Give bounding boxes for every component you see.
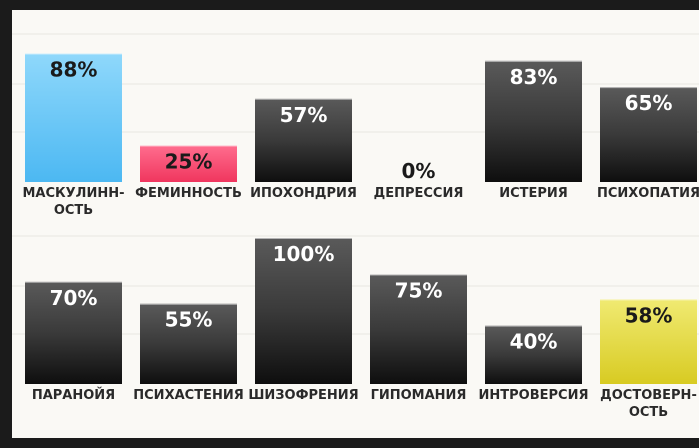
bar-2-5 xyxy=(485,325,582,384)
category-label-1-6: ПСИХОПАТИЯ xyxy=(597,186,699,201)
bar-2-1 xyxy=(25,281,122,384)
value-label-2-4: 75% xyxy=(395,279,443,303)
value-label-1-4: 0% xyxy=(402,159,436,183)
category-label-2-6: ДОСТОВЕРН- xyxy=(600,388,697,403)
bar-1-1 xyxy=(25,53,122,182)
value-label-2-5: 40% xyxy=(510,330,558,354)
category-label-2-3: ШИЗОФРЕНИЯ xyxy=(248,388,358,403)
value-label-1-2: 25% xyxy=(165,150,213,174)
value-label-1-6: 65% xyxy=(625,91,673,115)
bar-1-6 xyxy=(600,87,697,182)
bar-2-4 xyxy=(370,274,467,384)
value-label-1-5: 83% xyxy=(510,65,558,89)
chart-row-1: 88% МАСКУЛИНН- ОСТЬ 25% ФЕМИННОСТЬ 57% ИПОХОНД… xyxy=(12,33,699,218)
category-label-1-5: ИСТЕРИЯ xyxy=(499,186,568,201)
category-label-1-4: ДЕПРЕССИЯ xyxy=(374,186,464,201)
category-label-2-6: ОСТЬ xyxy=(629,405,668,420)
bar-1-3 xyxy=(255,98,352,182)
value-label-1-3: 57% xyxy=(280,103,328,127)
category-label-2-2: ПСИХАСТЕНИЯ xyxy=(133,388,243,403)
category-label-1-1: ОСТЬ xyxy=(54,203,93,218)
chart-row-2: 70% ПАРАНОЙЯ 55% ПСИХАСТЕНИЯ 100% ШИЗОФРЕНИЯ 7… xyxy=(12,235,699,420)
bar-2-3 xyxy=(255,238,352,384)
category-label-2-5: ИНТРОВЕРСИЯ xyxy=(479,388,589,403)
value-label-2-2: 55% xyxy=(165,308,213,332)
chart-panel: 88% МАСКУЛИНН- ОСТЬ 25% ФЕМИННОСТЬ 57% ИПОХОНД… xyxy=(12,10,699,438)
bar-chart-grid: 88% МАСКУЛИНН- ОСТЬ 25% ФЕМИННОСТЬ 57% ИПОХОНД… xyxy=(12,33,699,420)
value-label-2-1: 70% xyxy=(50,286,98,310)
category-label-1-1: МАСКУЛИНН- xyxy=(22,186,124,201)
category-label-2-1: ПАРАНОЙЯ xyxy=(32,387,115,403)
bar-1-5 xyxy=(485,60,582,182)
bar-1-2 xyxy=(140,145,237,182)
value-label-2-3: 100% xyxy=(273,242,335,266)
value-label-2-6: 58% xyxy=(625,303,673,327)
category-label-2-4: ГИПОМАНИЯ xyxy=(371,388,467,403)
category-label-1-3: ИПОХОНДРИЯ xyxy=(250,186,357,201)
value-label-1-1: 88% xyxy=(50,58,98,82)
bar-2-6 xyxy=(600,299,697,384)
category-label-1-2: ФЕМИННОСТЬ xyxy=(135,186,242,201)
bar-2-2 xyxy=(140,303,237,384)
